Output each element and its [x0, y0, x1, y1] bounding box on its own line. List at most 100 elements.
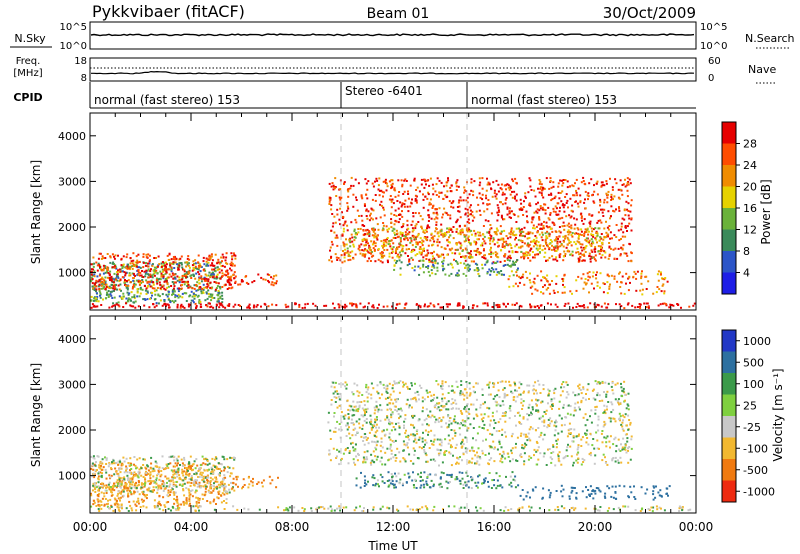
power-cell [442, 234, 445, 237]
power-cell [610, 196, 613, 198]
power-cell [233, 264, 236, 267]
power-cell [560, 243, 563, 246]
power-cell [417, 265, 420, 268]
power-cell [415, 201, 418, 204]
power-cell [568, 185, 571, 188]
power-cell [298, 303, 301, 306]
power-cell [427, 191, 430, 194]
power-cell [606, 226, 609, 229]
power-cell [173, 267, 176, 269]
power-cell [433, 257, 436, 260]
velocity-cell [147, 469, 150, 472]
power-cell [577, 241, 580, 244]
velocity-cell [539, 392, 542, 394]
power-cell [589, 220, 592, 223]
power-cell [522, 206, 525, 208]
velocity-cell [134, 503, 137, 506]
power-cell [376, 307, 379, 309]
power-cell [501, 193, 504, 196]
power-cell [449, 217, 452, 220]
velocity-cell [433, 393, 435, 396]
power-cell [209, 306, 212, 309]
power-cell [268, 281, 271, 284]
velocity-cell [188, 478, 191, 481]
power-cell [427, 209, 430, 212]
power-cell [555, 238, 558, 241]
power-cell [144, 272, 147, 275]
power-cell [527, 242, 530, 245]
power-cell [101, 255, 104, 258]
power-cell [465, 255, 468, 258]
velocity-cell [551, 407, 553, 410]
power-cell [262, 278, 265, 281]
velocity-cell [605, 395, 608, 398]
power-cell [332, 222, 335, 225]
velocity-cell [174, 462, 177, 465]
power-cell [142, 253, 145, 256]
velocity-cell [112, 484, 115, 487]
power-cell [523, 200, 525, 203]
power-cell [350, 221, 353, 224]
velocity-cell [139, 487, 142, 490]
power-cell [331, 182, 334, 185]
power-cell [115, 267, 118, 270]
power-cell [508, 265, 511, 267]
power-cell [462, 199, 465, 202]
velocity-cell [223, 469, 226, 472]
power-cell [363, 203, 366, 206]
power-cell [323, 304, 326, 307]
power-cell [401, 210, 403, 213]
velocity-cell [138, 468, 141, 471]
velocity-cell [235, 475, 238, 478]
power-cell [498, 244, 500, 247]
power-cell [466, 211, 469, 214]
power-cell [523, 283, 526, 286]
velocity-cell [606, 463, 609, 466]
power-cell [147, 284, 150, 287]
velocity-cell [220, 494, 223, 497]
power-cell [225, 252, 228, 255]
velocity-cell [566, 455, 569, 457]
power-cell [143, 285, 146, 287]
power-cell [213, 268, 216, 271]
power-cell [436, 241, 439, 244]
velocity-cell [221, 455, 224, 458]
power-cell [538, 179, 541, 181]
power-cell [568, 230, 571, 233]
power-cell [548, 225, 551, 228]
power-cell [506, 206, 509, 209]
power-cell [485, 189, 488, 192]
velocity-cell [99, 467, 102, 470]
power-cell [112, 304, 115, 307]
velocity-cell [93, 476, 96, 479]
power-cell [170, 262, 173, 265]
power-cell [531, 251, 534, 253]
power-cell [534, 242, 537, 245]
velocity-cell [256, 483, 259, 485]
power-cell [645, 306, 648, 309]
power-cell [364, 305, 366, 308]
power-cell [221, 260, 223, 263]
power-cell [583, 218, 586, 221]
velocity-cell [151, 470, 154, 473]
velocity-cell [117, 490, 120, 493]
power-cell [136, 291, 139, 294]
power-cell [588, 291, 590, 294]
power-cell [397, 256, 400, 259]
power-cell [205, 291, 208, 294]
velocity-cell [95, 505, 98, 507]
power-cell [545, 278, 548, 281]
power-cell [621, 217, 624, 220]
power-cell [401, 234, 404, 237]
power-cell [443, 256, 446, 259]
velocity-cell [104, 468, 107, 471]
power-cell [371, 305, 374, 308]
velocity-cell [206, 476, 209, 479]
power-cell [529, 231, 532, 234]
power-cell [422, 271, 425, 274]
power-cell [331, 213, 334, 215]
velocity-cell [173, 459, 176, 462]
velocity-cell [334, 401, 337, 403]
power-cell [464, 207, 467, 210]
power-cell [500, 183, 503, 186]
